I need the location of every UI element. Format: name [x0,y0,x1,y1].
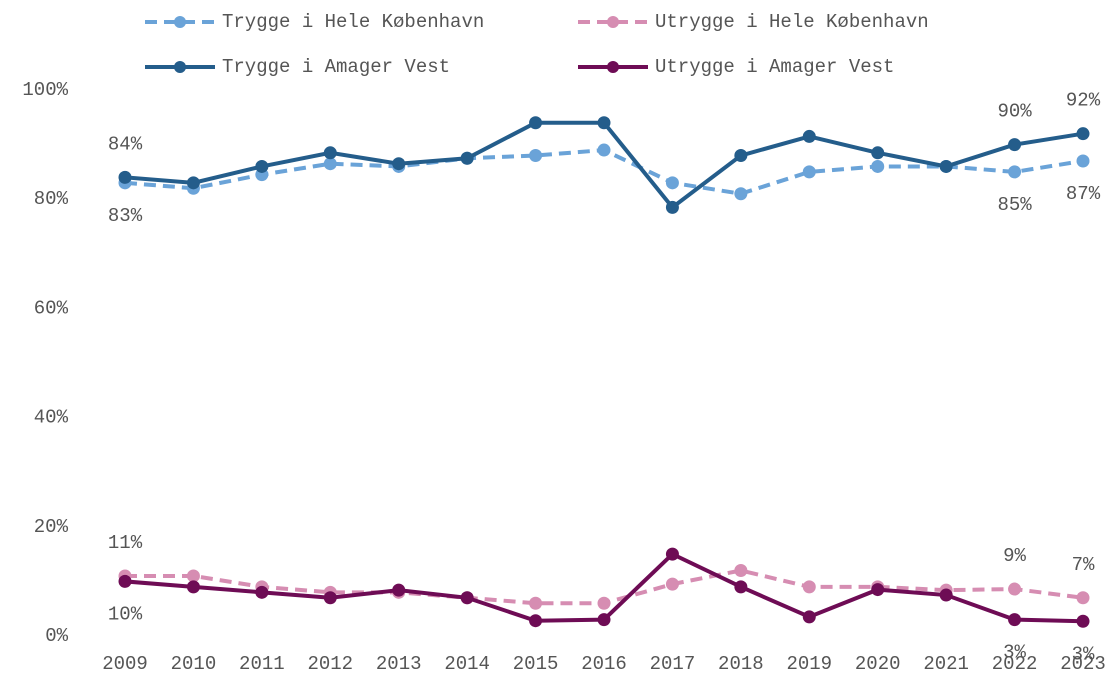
data-point [734,149,748,163]
data-label: 3% [1003,642,1026,664]
data-point [665,176,679,190]
data-point [118,574,132,588]
x-tick-label: 2017 [650,653,696,674]
y-tick-label: 20% [34,516,69,538]
data-point [255,585,269,599]
data-label: 9% [1003,545,1026,567]
data-point [1076,127,1090,141]
data-point [597,596,611,610]
data-point [255,159,269,173]
data-point [1008,582,1022,596]
data-label: 90% [997,101,1032,123]
legend-label: Trygge i Hele København [222,11,484,33]
data-point [1076,591,1090,605]
data-label: 85% [997,194,1032,216]
data-point [1008,165,1022,179]
data-point [734,580,748,594]
data-point [323,157,337,171]
data-point [529,149,543,163]
y-tick-label: 40% [34,407,69,429]
data-point [392,157,406,171]
x-tick-label: 2011 [239,653,285,674]
data-point [323,146,337,160]
data-label: 11% [108,532,143,554]
data-point [939,588,953,602]
x-tick-label: 2019 [786,653,832,674]
data-point [802,580,816,594]
x-tick-label: 2023 [1060,653,1106,674]
legend-label: Utrygge i Hele København [655,11,929,33]
legend-marker [174,16,186,28]
x-tick-label: 2018 [718,653,764,674]
data-point [392,583,406,597]
legend-label: Utrygge i Amager Vest [655,56,894,78]
data-point [323,591,337,605]
data-point [186,580,200,594]
data-point [734,187,748,201]
data-point [186,176,200,190]
y-tick-label: 80% [34,188,69,210]
legend-marker [174,61,186,73]
x-tick-label: 2020 [855,653,901,674]
data-point [665,547,679,561]
data-label: 10% [108,603,143,625]
data-point [460,591,474,605]
data-point [597,613,611,627]
data-point [939,159,953,173]
x-tick-label: 2016 [581,653,627,674]
x-tick-label: 2010 [171,653,217,674]
legend-label: Trygge i Amager Vest [222,56,450,78]
data-point [1008,613,1022,627]
data-point [597,143,611,157]
data-point [871,583,885,597]
legend-marker [607,61,619,73]
x-tick-label: 2015 [513,653,559,674]
y-tick-label: 60% [34,297,69,319]
legend-marker [607,16,619,28]
data-point [529,614,543,628]
data-point [1076,154,1090,168]
series-line [124,120,1084,211]
data-point [665,200,679,214]
data-point [802,129,816,143]
data-point [1076,614,1090,628]
data-point [529,116,543,130]
data-label: 7% [1072,554,1095,576]
data-point [802,610,816,624]
data-point [186,569,200,583]
data-point [871,146,885,160]
y-tick-label: 100% [22,79,68,101]
data-point [1008,138,1022,152]
data-point [734,563,748,577]
data-label: 87% [1066,183,1101,205]
data-point [529,596,543,610]
y-tick-label: 0% [45,625,68,647]
data-point [118,170,132,184]
x-tick-label: 2021 [923,653,969,674]
data-label: 3% [1072,643,1095,665]
x-tick-label: 2012 [307,653,353,674]
data-point [665,577,679,591]
x-tick-label: 2013 [376,653,422,674]
data-point [460,151,474,165]
x-tick-label: 2022 [992,653,1038,674]
data-label: 92% [1066,90,1101,112]
data-label: 83% [108,205,143,227]
series-line [124,148,1084,196]
data-point [802,165,816,179]
x-tick-label: 2014 [444,653,490,674]
x-tick-label: 2009 [102,653,148,674]
data-point [871,159,885,173]
data-label: 84% [108,133,143,155]
data-point [597,116,611,130]
